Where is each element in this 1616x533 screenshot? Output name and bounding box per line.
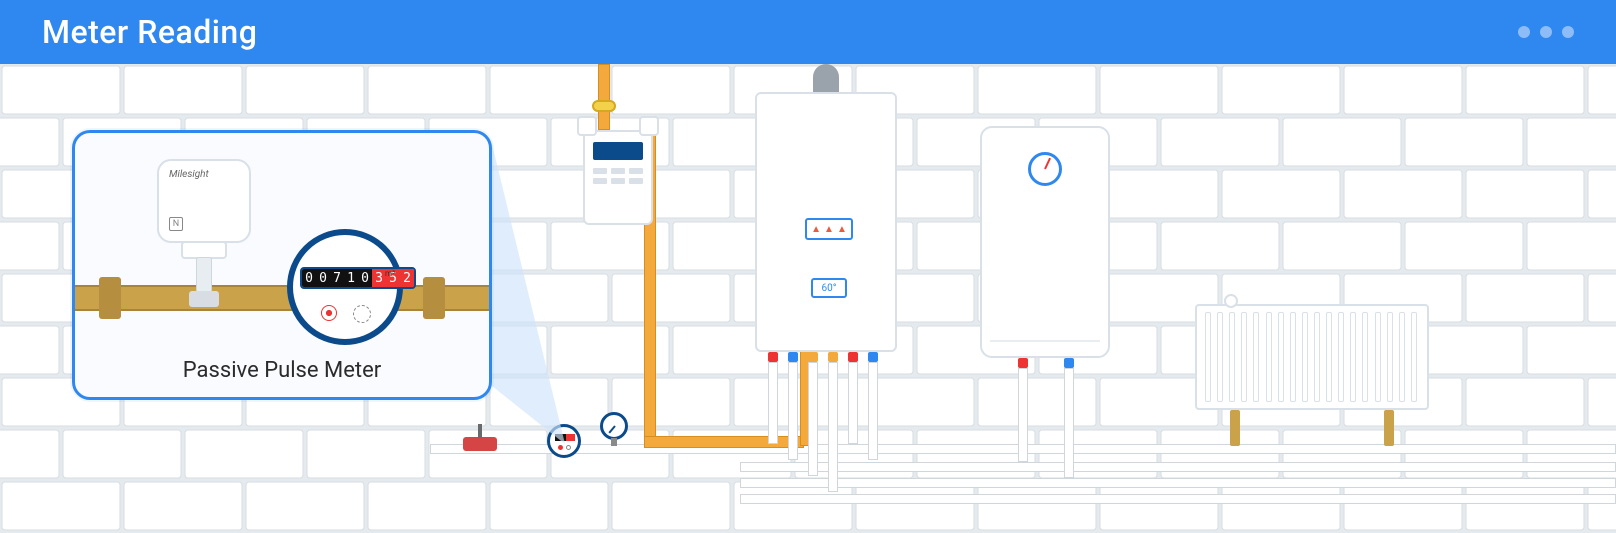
meter-unit: m³: [385, 269, 395, 278]
window-dot-icon: [1518, 26, 1530, 38]
page-title: Meter Reading: [42, 13, 257, 51]
callout-panel: Milesight N 00710352 m³ Passive Pulse Me…: [72, 130, 492, 400]
meter-cog-icon: [353, 305, 371, 323]
meter-dial: 00710352 m³: [287, 229, 403, 345]
diagram-scene: ▲▲▲ 60° Milesight N 00710352 m³: [0, 64, 1616, 533]
window-dot-icon: [1562, 26, 1574, 38]
pipe-nut-icon: [99, 277, 121, 319]
sensor-device: Milesight N: [157, 159, 251, 243]
window-controls[interactable]: [1518, 26, 1574, 38]
nfc-icon: N: [169, 217, 183, 231]
window-dot-icon: [1540, 26, 1552, 38]
header-bar: Meter Reading: [0, 0, 1616, 64]
meter-reading: 00710352: [300, 267, 416, 289]
callout-label: Passive Pulse Meter: [75, 358, 489, 383]
pipe-nut-icon: [423, 277, 445, 319]
sensor-stem: [196, 257, 212, 293]
meter-star-icon: [321, 305, 337, 321]
sensor-clamp: [189, 291, 219, 307]
device-brand-label: Milesight: [169, 169, 209, 180]
